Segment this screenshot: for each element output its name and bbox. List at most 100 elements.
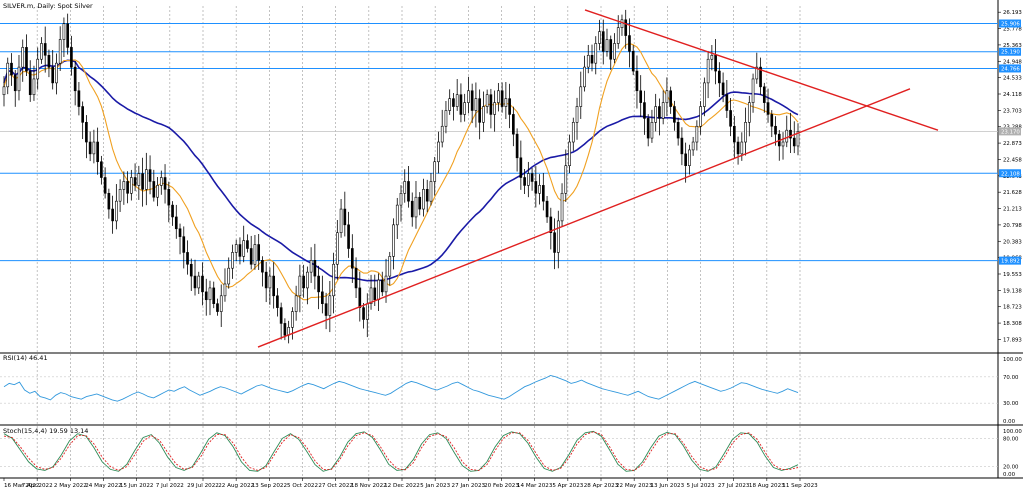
price-badge-label: 25.190 [1001, 50, 1020, 56]
candle-body [631, 51, 635, 72]
candle-body [658, 106, 661, 119]
candle-body [144, 169, 148, 190]
x-tick-label: 28 Apr 2023 [584, 483, 619, 489]
candle-body [695, 125, 699, 143]
candle-body [317, 275, 320, 293]
candle-body [339, 208, 343, 234]
candle-body [227, 267, 231, 285]
y-tick-label: 18.308 [1003, 321, 1022, 327]
candle-body [178, 228, 182, 237]
descending-resistance-trendline [584, 9, 939, 131]
candle-body [25, 47, 28, 72]
candle-body [564, 165, 568, 194]
candle-body [264, 271, 268, 289]
candle-body [219, 295, 223, 312]
y-tick-label: 24.948 [1003, 59, 1022, 65]
candle-body [455, 94, 459, 107]
candle-body [171, 204, 174, 218]
candle-body [365, 303, 369, 320]
candle-body [770, 114, 774, 127]
candlesticks [2, 9, 800, 344]
candle-body [362, 307, 365, 320]
candle-body [130, 177, 133, 194]
candle-body [369, 287, 373, 304]
candle-body [62, 23, 66, 40]
candle-body [459, 94, 463, 115]
stochastic-tick-label: 100.00 [1003, 429, 1022, 435]
y-tick-label: 22.873 [1003, 141, 1022, 147]
candle-body [118, 189, 122, 202]
rsi-tick-label: 30.00 [1003, 401, 1019, 407]
candle-body [594, 43, 598, 64]
x-tick-label: 15 Jun 2022 [120, 483, 154, 489]
candle-body [272, 275, 275, 297]
candle-body [43, 43, 47, 56]
candle-body [343, 208, 347, 226]
y-tick-label: 25.363 [1003, 43, 1022, 49]
candle-body [261, 260, 264, 273]
candle-body [298, 275, 302, 297]
candle-body [6, 62, 10, 88]
candle-body [444, 110, 448, 127]
stochastic-tick-label: 80.00 [1003, 436, 1019, 442]
price-badge [999, 47, 1021, 56]
candle-body [40, 43, 43, 60]
x-tick-label: 16 Mar 2022 [4, 483, 39, 489]
price-badge-label: 22.108 [1001, 171, 1020, 177]
price-badge [999, 256, 1021, 265]
candle-body [673, 106, 676, 123]
candle-body [714, 54, 717, 72]
candle-body [699, 106, 702, 127]
stochastic-tick-label: 20.00 [1003, 465, 1019, 471]
candle-body [781, 141, 785, 147]
candle-body [204, 291, 208, 301]
candle-body [512, 114, 515, 135]
candle-body [792, 137, 796, 147]
candle-body [706, 58, 710, 84]
candle-body [201, 275, 204, 293]
candle-body [556, 220, 560, 253]
candle-body [425, 189, 429, 202]
stochastic-title: Stoch(15,4,4) 19.59 13.14 [3, 427, 88, 435]
candle-body [321, 291, 324, 304]
y-tick-label: 24.118 [1003, 92, 1022, 98]
candle-body [493, 102, 496, 115]
candle-body [583, 66, 586, 88]
candle-body [197, 275, 201, 289]
candle-body [489, 94, 493, 115]
candle-body [497, 90, 500, 103]
candle-body [279, 307, 283, 324]
candle-body [676, 122, 680, 139]
candle-body [36, 58, 40, 80]
candle-body [395, 204, 399, 226]
x-tick-label: 18 Nov 2022 [351, 483, 387, 489]
candle-body [721, 82, 725, 96]
candle-body [605, 39, 609, 52]
candle-body [643, 102, 646, 119]
candle-body [774, 125, 777, 135]
candle-body [100, 161, 103, 178]
candle-body [174, 216, 178, 230]
candle-body [159, 177, 163, 186]
candle-body [407, 181, 410, 202]
candle-body [725, 94, 729, 111]
candle-body [388, 256, 392, 277]
y-tick-label: 20.798 [1003, 223, 1022, 229]
candle-body [96, 141, 99, 163]
candle-body [504, 98, 508, 107]
candle-body [70, 47, 73, 68]
candle-body [58, 39, 62, 64]
trendlines[interactable] [257, 9, 939, 348]
candle-body [601, 31, 605, 52]
candle-body [590, 54, 594, 64]
x-tick-label: 5 Apr 2023 [552, 483, 583, 489]
candle-body [92, 141, 96, 155]
candle-body [452, 98, 455, 107]
candle-body [291, 311, 294, 328]
rsi-tick-label: 0.00 [1003, 419, 1016, 425]
candle-body [433, 161, 437, 182]
